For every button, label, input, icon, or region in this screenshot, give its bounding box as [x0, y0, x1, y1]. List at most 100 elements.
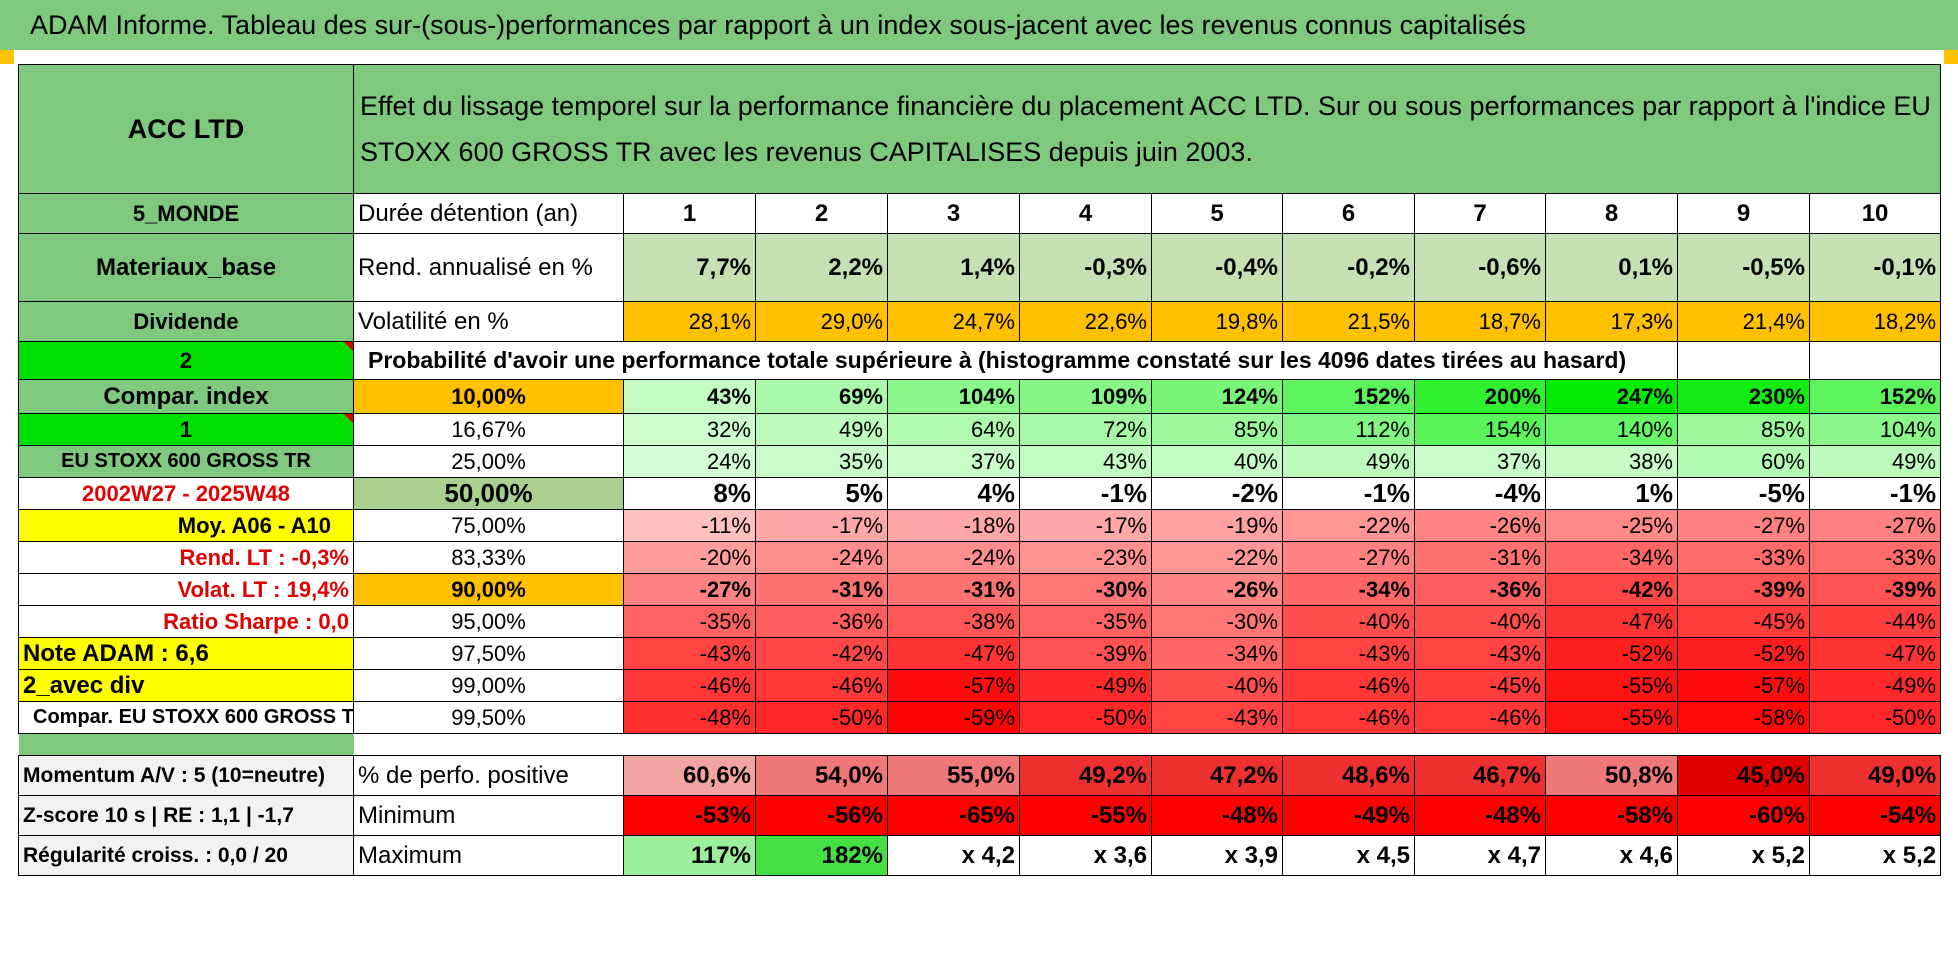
quantile-value: -57% — [887, 669, 1020, 702]
sector-label: Materiaux_base — [18, 233, 354, 302]
quantile-value: 38% — [1545, 445, 1678, 478]
positive-perf-value: 60,6% — [623, 755, 756, 796]
quantile-value: -47% — [887, 637, 1020, 670]
comparison-index: Compar. EU STOXX 600 GROSS TR — [18, 701, 354, 734]
quantile-value: -43% — [1282, 637, 1415, 670]
maximum-value: 117% — [623, 835, 756, 876]
return-value: 2,2% — [755, 233, 888, 302]
volatility-value: 18,2% — [1808, 301, 1942, 342]
quantile-value: -47% — [1545, 605, 1678, 638]
maximum-value: x 4,5 — [1282, 835, 1415, 876]
quantile-value: -45% — [1677, 605, 1810, 638]
maximum-value: x 4,2 — [887, 835, 1020, 876]
quantile-value: -55% — [1545, 669, 1678, 702]
quantile-value: 152% — [1282, 379, 1415, 414]
quantile-value: 40% — [1151, 445, 1283, 478]
long-term-return: Rend. LT : -0,3% — [18, 541, 354, 574]
return-value: 0,1% — [1545, 233, 1678, 302]
quantile-value: -39% — [1677, 573, 1810, 606]
quantile-value: -1% — [1282, 477, 1415, 510]
quantile-value: -45% — [1414, 669, 1546, 702]
return-value: -0,3% — [1019, 233, 1152, 302]
year-header: 6 — [1282, 193, 1415, 234]
quantile-value: -31% — [1414, 541, 1546, 574]
quantile-value: -27% — [623, 573, 756, 606]
quantile-value: -50% — [1019, 701, 1152, 734]
maximum-value: x 4,7 — [1414, 835, 1546, 876]
quantile-value: 43% — [1019, 445, 1152, 478]
quantile-value: -40% — [1414, 605, 1546, 638]
quantile-value: -34% — [1282, 573, 1415, 606]
quantile-value: -47% — [1808, 637, 1942, 670]
volatility-value: 29,0% — [755, 301, 888, 342]
quantile-value: -50% — [755, 701, 888, 734]
quantile-value: -43% — [623, 637, 756, 670]
quantile-value: -33% — [1677, 541, 1810, 574]
maximum-value: x 3,6 — [1019, 835, 1152, 876]
quantile-label: 83,33% — [353, 541, 624, 574]
volatility-value: 18,7% — [1414, 301, 1546, 342]
return-value: 1,4% — [887, 233, 1020, 302]
quantile-value: 32% — [623, 413, 756, 446]
quantile-value: -24% — [755, 541, 888, 574]
duration-label: Durée détention (an) — [353, 193, 624, 234]
volatility-label: Volatilité en % — [353, 301, 624, 342]
average-label: Moy. A06 - A10 — [18, 509, 354, 542]
quantile-label: 16,67% — [353, 413, 624, 446]
quantile-value: -39% — [1808, 573, 1942, 606]
quantile-value: 104% — [887, 379, 1020, 414]
minimum-value: -53% — [623, 795, 756, 836]
quantile-value: -49% — [1019, 669, 1152, 702]
quantile-value: 72% — [1019, 413, 1152, 446]
minimum-value: -60% — [1677, 795, 1810, 836]
return-value: -0,6% — [1414, 233, 1546, 302]
quantile-value: -43% — [1151, 701, 1283, 734]
positive-perf-value: 49,0% — [1808, 755, 1942, 796]
quantile-value: -4% — [1414, 477, 1546, 510]
quantile-value: -42% — [755, 637, 888, 670]
quantile-label: 25,00% — [353, 445, 624, 478]
quantile-value: 230% — [1677, 379, 1810, 414]
quantile-value: 247% — [1545, 379, 1678, 414]
quantile-value: -57% — [1677, 669, 1810, 702]
positive-perf-value: 46,7% — [1414, 755, 1546, 796]
code-1-cell: 1 — [18, 413, 354, 446]
quantile-value: -19% — [1151, 509, 1283, 542]
zscore-label: Z-score 10 s | RE : 1,1 | -1,7 — [18, 795, 354, 836]
quantile-value: -40% — [1282, 605, 1415, 638]
quantile-value: 49% — [755, 413, 888, 446]
quantile-label: 95,00% — [353, 605, 624, 638]
quantile-value: -36% — [755, 605, 888, 638]
period-label: 2002W27 - 2025W48 — [18, 477, 354, 510]
quantile-value: -52% — [1677, 637, 1810, 670]
corner-accent-left — [0, 50, 14, 64]
return-value: -0,5% — [1677, 233, 1810, 302]
quantile-value: 85% — [1151, 413, 1283, 446]
quantile-value: -46% — [755, 669, 888, 702]
minimum-value: -48% — [1151, 795, 1283, 836]
quantile-value: -42% — [1545, 573, 1678, 606]
quantile-value: -18% — [887, 509, 1020, 542]
quantile-value: -27% — [1677, 509, 1810, 542]
quantile-value: -34% — [1545, 541, 1678, 574]
maximum-value: x 3,9 — [1151, 835, 1283, 876]
performance-sheet: ACC LTD Effet du lissage temporel sur la… — [18, 64, 1942, 974]
probability-caption: Probabilité d'avoir une performance tota… — [353, 341, 1678, 380]
volatility-value: 22,6% — [1019, 301, 1152, 342]
return-label: Rend. annualisé en % — [353, 233, 624, 302]
quantile-value: 152% — [1808, 379, 1942, 414]
quantile-value: 5% — [755, 477, 888, 510]
quantile-value: -35% — [1019, 605, 1152, 638]
positive-perf-value: 45,0% — [1677, 755, 1810, 796]
positive-perf-value: 47,2% — [1151, 755, 1283, 796]
quantile-value: 140% — [1545, 413, 1678, 446]
return-value: -0,2% — [1282, 233, 1415, 302]
quantile-value: 1% — [1545, 477, 1678, 510]
minimum-label: Minimum — [353, 795, 624, 836]
volatility-value: 21,5% — [1282, 301, 1415, 342]
quantile-value: -27% — [1808, 509, 1942, 542]
minimum-value: -55% — [1019, 795, 1152, 836]
positive-perf-label: % de perfo. positive — [353, 755, 624, 796]
quantile-value: -5% — [1677, 477, 1810, 510]
index-name-label: EU STOXX 600 GROSS TR — [18, 445, 354, 478]
